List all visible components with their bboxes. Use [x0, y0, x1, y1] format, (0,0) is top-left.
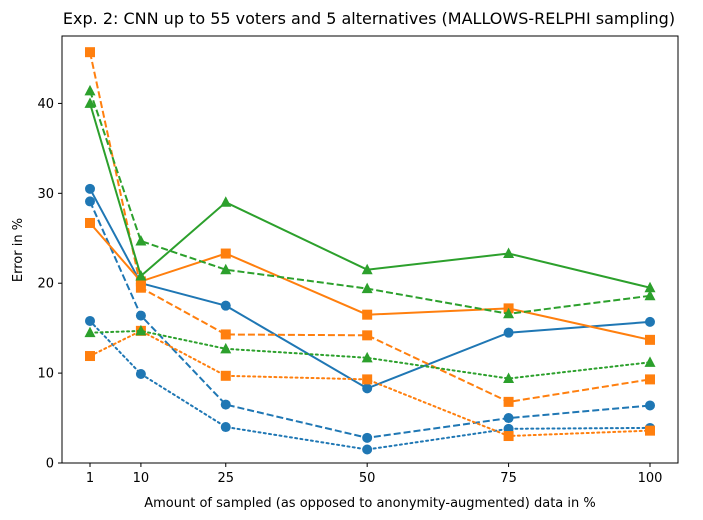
x-tick-label: 10 [133, 471, 150, 486]
series-green-dashed [84, 84, 656, 319]
data-point-circle [85, 183, 95, 194]
data-point-triangle [644, 281, 656, 293]
data-point-circle [220, 399, 231, 410]
data-point-circle [85, 196, 95, 207]
data-point-circle [135, 369, 146, 380]
chart-title: Exp. 2: CNN up to 55 voters and 5 altern… [63, 9, 675, 28]
series-layer [84, 47, 656, 455]
x-axis-label: Amount of sampled (as opposed to anonymi… [144, 496, 596, 511]
x-tick-label: 25 [217, 471, 234, 486]
data-point-square [503, 431, 514, 442]
data-point-triangle [644, 289, 656, 301]
data-point-triangle [135, 324, 147, 336]
data-point-triangle [84, 326, 96, 338]
x-tick-label: 1 [86, 471, 94, 486]
data-point-square [645, 374, 655, 385]
data-point-triangle [135, 270, 147, 281]
data-point-triangle [503, 307, 515, 319]
data-point-circle [135, 310, 146, 321]
data-point-triangle [503, 372, 515, 383]
series-line [89, 200, 651, 439]
data-point-square [645, 425, 655, 436]
data-point-triangle [220, 342, 232, 354]
series-line [89, 188, 651, 390]
data-point-circle [645, 316, 655, 327]
y-tick-label: 30 [37, 187, 54, 202]
data-point-circle [362, 383, 373, 394]
series-green-dotted [84, 324, 656, 383]
data-point-triangle [220, 196, 232, 207]
data-point-square [362, 309, 373, 320]
data-point-circle [220, 422, 231, 433]
data-point-triangle [361, 282, 373, 294]
data-point-triangle [644, 356, 656, 367]
y-tick-label: 10 [37, 367, 54, 382]
series-green-solid [84, 97, 656, 293]
series-line [89, 222, 651, 341]
y-axis-label: Error in % [11, 218, 26, 282]
data-point-square [362, 330, 373, 341]
data-point-triangle [361, 351, 373, 363]
data-point-circle [645, 400, 655, 411]
series-line [89, 329, 651, 380]
series-orange-dashed [85, 47, 655, 407]
data-point-square [135, 276, 146, 287]
data-point-triangle [503, 247, 515, 259]
y-tick-label: 40 [37, 97, 54, 112]
data-point-circle [503, 413, 514, 424]
data-point-triangle [84, 84, 96, 96]
data-point-triangle [361, 263, 373, 275]
data-point-square [85, 217, 95, 228]
axis-ticks: 1 10 25 50 75 100 0 10 20 30 40 [37, 97, 662, 486]
series-line [89, 320, 651, 451]
data-point-triangle [84, 97, 96, 108]
data-point-triangle [220, 263, 232, 275]
data-point-square [220, 248, 231, 259]
series-line [89, 329, 651, 438]
y-tick-label: 20 [37, 277, 54, 292]
data-point-circle [503, 327, 514, 338]
data-point-square [85, 47, 95, 58]
x-tick-label: 100 [638, 471, 663, 486]
data-point-square [85, 351, 95, 362]
series-blue-dashed [85, 196, 655, 443]
data-point-square [362, 374, 373, 385]
data-point-square [220, 329, 231, 340]
data-point-circle [220, 300, 231, 311]
plot-area [61, 35, 679, 464]
data-point-circle [85, 315, 95, 326]
data-point-circle [362, 432, 373, 443]
data-point-square [135, 282, 146, 293]
y-tick-label: 0 [46, 457, 54, 472]
x-tick-label: 50 [359, 471, 376, 486]
series-line [89, 90, 651, 315]
data-point-square [220, 370, 231, 381]
series-line [89, 103, 651, 289]
data-point-square [503, 396, 514, 407]
series-orange-dotted [85, 325, 655, 442]
x-tick-label: 75 [500, 471, 517, 486]
data-point-square [645, 334, 655, 345]
data-point-circle [362, 444, 373, 455]
series-orange-solid [85, 217, 655, 345]
data-point-triangle [135, 234, 147, 246]
